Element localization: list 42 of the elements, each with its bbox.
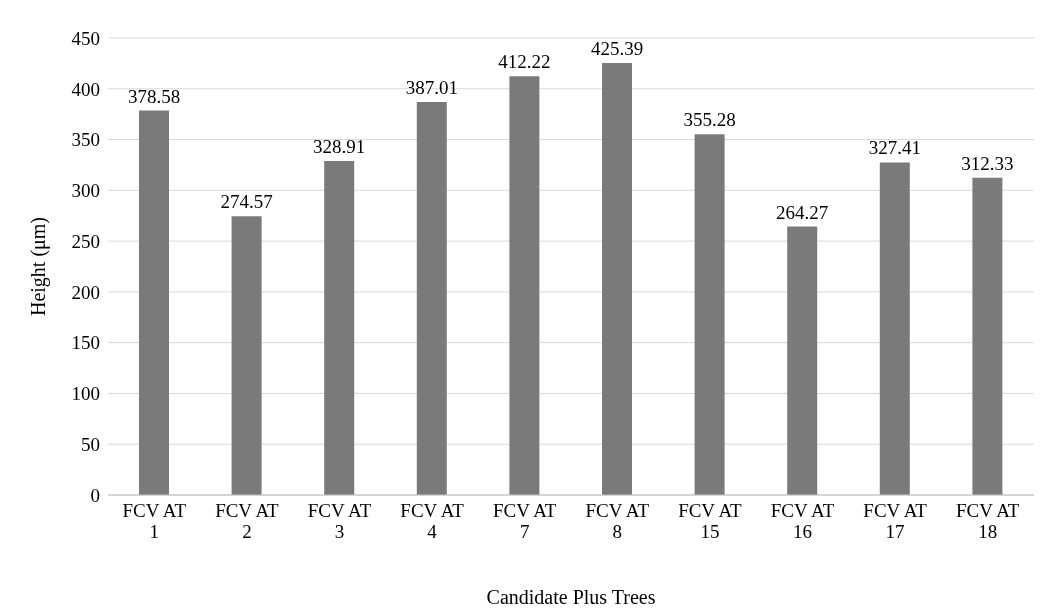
- data-label: 274.57: [220, 191, 273, 213]
- x-tick-label: FCV AT 3: [307, 500, 372, 542]
- bar: [324, 160, 355, 495]
- x-tick-label: FCV AT 1: [122, 500, 187, 542]
- y-tick-label: 200: [71, 281, 100, 303]
- data-label: 355.28: [683, 109, 736, 131]
- y-tick-label: 350: [71, 129, 100, 151]
- bar: [231, 216, 262, 495]
- x-axis-title: Candidate Plus Trees: [486, 586, 656, 609]
- bar: [416, 101, 447, 495]
- y-tick-label: 150: [71, 332, 100, 354]
- y-axis-title: Height (μm): [27, 216, 51, 317]
- y-tick-label: 400: [71, 78, 100, 100]
- y-tick-label: 100: [71, 383, 100, 405]
- x-tick-label: FCV AT 15: [678, 500, 743, 542]
- x-tick-label: FCV AT 18: [955, 500, 1020, 542]
- x-tick-label: FCV AT 17: [863, 500, 928, 542]
- bar: [509, 76, 540, 495]
- x-tick-label: FCV AT 2: [215, 500, 280, 542]
- x-tick-label: FCV AT 7: [492, 500, 557, 542]
- data-label: 378.58: [127, 85, 181, 107]
- data-label: 312.33: [961, 152, 1014, 174]
- data-label: 412.22: [498, 51, 551, 73]
- data-label: 387.01: [405, 76, 458, 98]
- y-tick-label: 450: [71, 27, 100, 49]
- bar: [694, 134, 725, 495]
- bar: [602, 62, 632, 495]
- y-tick-label: 300: [71, 180, 100, 202]
- data-label: 327.41: [868, 137, 921, 159]
- y-tick-label: 0: [90, 484, 100, 506]
- y-tick-label: 250: [71, 230, 100, 252]
- x-tick-label: FCV AT 8: [585, 500, 650, 542]
- bar: [879, 162, 910, 495]
- bar: [139, 110, 169, 495]
- bar: [972, 177, 1003, 495]
- data-label: 425.39: [590, 37, 644, 59]
- x-tick-label: FCV AT 16: [770, 500, 835, 542]
- y-tick-label: 50: [81, 433, 100, 455]
- bar: [787, 226, 818, 495]
- data-label: 264.27: [776, 201, 829, 223]
- x-tick-label: FCV AT 4: [400, 500, 465, 542]
- data-label: 328.91: [313, 135, 366, 157]
